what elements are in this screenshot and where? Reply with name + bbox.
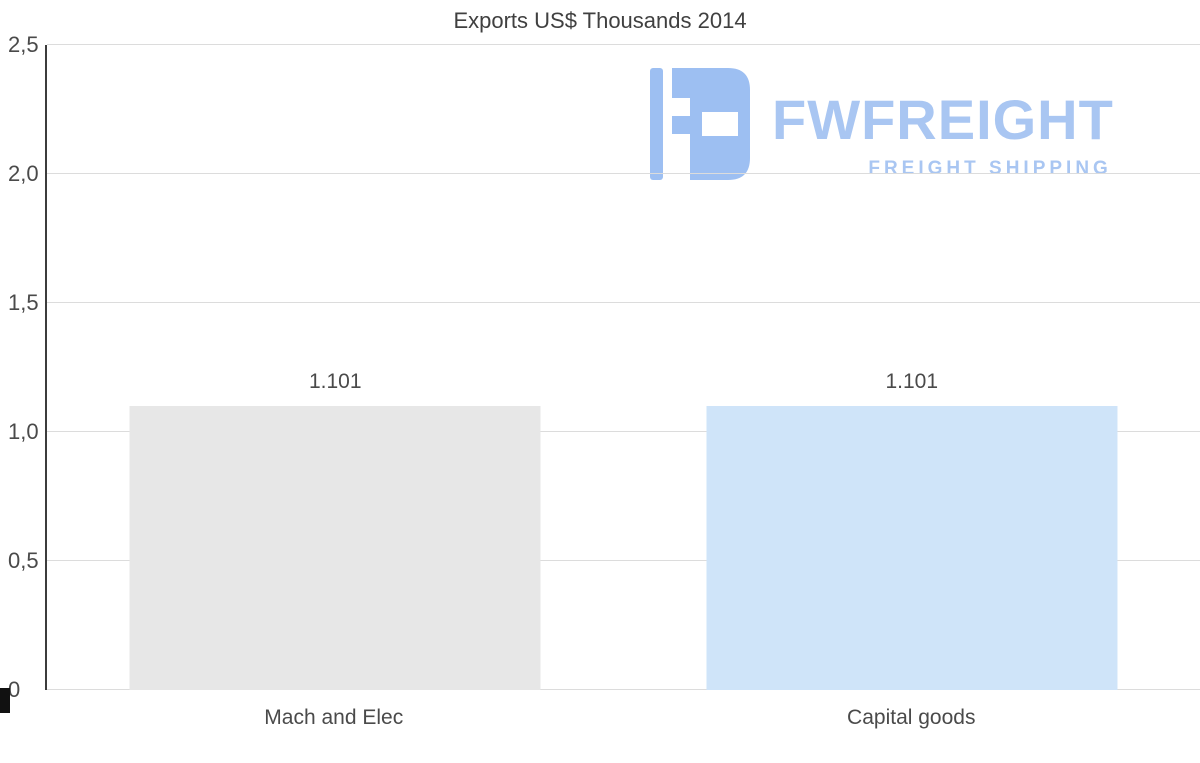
y-tick-label: 0,5 bbox=[8, 548, 39, 573]
x-axis-labels: Mach and Elec Capital goods bbox=[45, 690, 1200, 763]
gridline bbox=[47, 689, 1200, 690]
y-tick-label: 2,0 bbox=[8, 161, 39, 186]
y-tick-label: 2,5 bbox=[8, 32, 39, 57]
bar-capital-goods[interactable] bbox=[706, 405, 1118, 690]
x-category-label: Mach and Elec bbox=[264, 706, 404, 729]
gridline bbox=[47, 431, 1200, 432]
gridline bbox=[47, 173, 1200, 174]
bar-value-label: 1.101 bbox=[885, 369, 939, 393]
chart-title: Exports US$ Thousands 2014 bbox=[453, 8, 747, 33]
bar-value-label: 1.101 bbox=[308, 369, 362, 393]
bar-slot: 1.101 bbox=[624, 45, 1200, 690]
bar-slot: 1.101 bbox=[47, 45, 624, 690]
x-category-label: Capital goods bbox=[847, 706, 976, 729]
gridline bbox=[47, 560, 1200, 561]
y-tick-label: 1,5 bbox=[8, 290, 39, 315]
gridline bbox=[47, 302, 1200, 303]
axis-origin-mark bbox=[0, 688, 10, 713]
y-tick-label: 1,0 bbox=[8, 419, 39, 444]
bar-mach-and-elec[interactable] bbox=[129, 405, 541, 690]
gridline bbox=[47, 44, 1200, 45]
plot-area: 1.101 1.101 bbox=[45, 44, 1200, 690]
y-tick-label: 0 bbox=[8, 677, 21, 702]
